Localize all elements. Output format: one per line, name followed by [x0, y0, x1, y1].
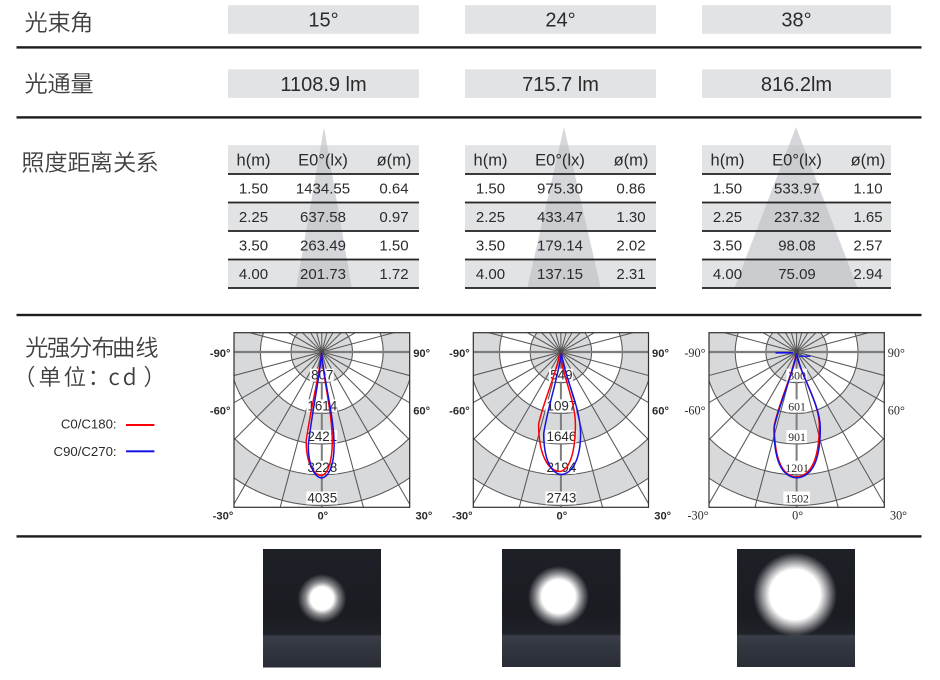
- svg-text:-90°: -90°: [449, 348, 470, 360]
- svg-text:2.94: 2.94: [853, 266, 882, 283]
- svg-text:433.47: 433.47: [537, 209, 583, 226]
- svg-text:1.10: 1.10: [853, 181, 882, 198]
- svg-text:2.25: 2.25: [713, 209, 742, 226]
- svg-text:90°: 90°: [413, 348, 430, 360]
- svg-text:C90/C270:: C90/C270:: [54, 444, 117, 459]
- svg-text:E0°(lx): E0°(lx): [298, 151, 348, 169]
- svg-text:4.00: 4.00: [476, 266, 505, 283]
- svg-text:1.50: 1.50: [476, 181, 505, 198]
- svg-text:98.08: 98.08: [778, 238, 816, 255]
- svg-text:3.50: 3.50: [476, 238, 505, 255]
- svg-text:0.86: 0.86: [616, 181, 645, 198]
- svg-text:90°: 90°: [652, 348, 669, 360]
- svg-text:2.31: 2.31: [616, 266, 645, 283]
- svg-text:60°: 60°: [888, 404, 905, 418]
- svg-text:30°: 30°: [415, 511, 432, 523]
- svg-text:4.00: 4.00: [239, 266, 268, 283]
- svg-text:38°: 38°: [781, 9, 811, 31]
- svg-text:h(m): h(m): [474, 151, 508, 169]
- svg-text:-60°: -60°: [684, 404, 705, 418]
- svg-text:237.32: 237.32: [774, 209, 820, 226]
- svg-text:24°: 24°: [545, 9, 575, 31]
- svg-text:0°: 0°: [317, 511, 328, 523]
- svg-text:15°: 15°: [308, 9, 338, 31]
- svg-text:1.50: 1.50: [713, 181, 742, 198]
- svg-text:263.49: 263.49: [300, 238, 346, 255]
- svg-text:E0°(lx): E0°(lx): [772, 151, 822, 169]
- svg-text:3.50: 3.50: [713, 238, 742, 255]
- svg-text:1108.9 lm: 1108.9 lm: [280, 74, 366, 96]
- svg-text:E0°(lx): E0°(lx): [535, 151, 585, 169]
- svg-text:ø(m): ø(m): [851, 151, 886, 169]
- svg-text:-30°: -30°: [687, 509, 708, 523]
- svg-text:-60°: -60°: [449, 406, 470, 418]
- svg-text:3.50: 3.50: [239, 238, 268, 255]
- svg-text:137.15: 137.15: [537, 266, 583, 283]
- svg-text:1646: 1646: [547, 429, 577, 444]
- svg-text:0.97: 0.97: [379, 209, 408, 226]
- svg-text:90°: 90°: [888, 346, 905, 360]
- svg-text:715.7 lm: 715.7 lm: [522, 74, 599, 96]
- svg-text:2.25: 2.25: [239, 209, 268, 226]
- svg-text:4.00: 4.00: [713, 266, 742, 283]
- svg-text:0°: 0°: [792, 509, 803, 523]
- svg-text:2.57: 2.57: [853, 238, 882, 255]
- svg-text:-30°: -30°: [213, 511, 234, 523]
- svg-text:179.14: 179.14: [537, 238, 583, 255]
- svg-text:1.30: 1.30: [616, 209, 645, 226]
- svg-text:1.65: 1.65: [853, 209, 882, 226]
- svg-text:-90°: -90°: [210, 348, 231, 360]
- svg-text:816.2lm: 816.2lm: [761, 74, 832, 96]
- svg-text:807: 807: [311, 368, 333, 383]
- svg-text:2.25: 2.25: [476, 209, 505, 226]
- svg-text:201.73: 201.73: [300, 266, 346, 283]
- svg-text:637.58: 637.58: [300, 209, 346, 226]
- svg-text:ø(m): ø(m): [614, 151, 649, 169]
- svg-text:601: 601: [788, 399, 806, 413]
- svg-text:30°: 30°: [890, 509, 907, 523]
- svg-text:30°: 30°: [654, 511, 671, 523]
- svg-text:-30°: -30°: [452, 511, 473, 523]
- svg-text:2743: 2743: [547, 491, 577, 506]
- svg-text:0°: 0°: [557, 511, 568, 523]
- svg-text:901: 901: [788, 430, 806, 444]
- svg-text:0.64: 0.64: [379, 181, 408, 198]
- svg-text:2.02: 2.02: [616, 238, 645, 255]
- svg-text:1097: 1097: [547, 398, 577, 413]
- svg-text:-60°: -60°: [210, 406, 231, 418]
- svg-text:75.09: 75.09: [778, 266, 816, 283]
- svg-text:60°: 60°: [652, 406, 669, 418]
- svg-text:1434.55: 1434.55: [296, 181, 350, 198]
- svg-text:h(m): h(m): [237, 151, 271, 169]
- svg-text:C0/C180:: C0/C180:: [61, 417, 117, 432]
- svg-text:2421: 2421: [307, 429, 337, 444]
- svg-text:ø(m): ø(m): [377, 151, 412, 169]
- svg-text:1.72: 1.72: [379, 266, 408, 283]
- svg-text:60°: 60°: [413, 406, 430, 418]
- svg-text:-90°: -90°: [684, 346, 705, 360]
- svg-text:1.50: 1.50: [379, 238, 408, 255]
- svg-text:4035: 4035: [307, 491, 337, 506]
- svg-text:533.97: 533.97: [774, 181, 820, 198]
- svg-text:1201: 1201: [785, 461, 809, 475]
- svg-text:1502: 1502: [785, 492, 809, 506]
- svg-text:975.30: 975.30: [537, 181, 583, 198]
- svg-text:h(m): h(m): [711, 151, 745, 169]
- svg-text:1.50: 1.50: [239, 181, 268, 198]
